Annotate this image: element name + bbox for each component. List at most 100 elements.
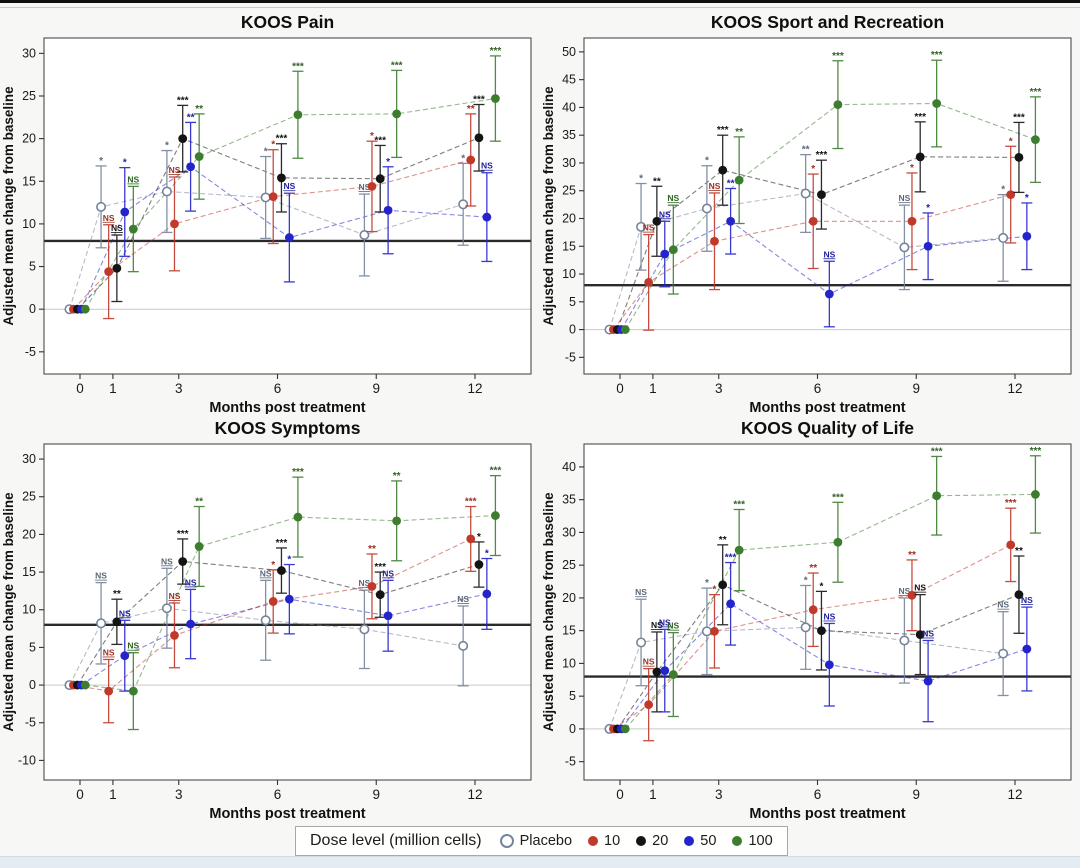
svg-text:***: *** (374, 562, 386, 573)
svg-text:12: 12 (467, 787, 482, 802)
legend-item-label: 10 (604, 833, 621, 849)
svg-text:NS: NS (119, 608, 131, 618)
bottom-strip (0, 856, 1080, 868)
legend-item-label: 50 (700, 833, 717, 849)
legend-item-20: 20 (636, 833, 668, 849)
svg-text:NS: NS (161, 556, 173, 566)
svg-text:NS: NS (667, 193, 679, 203)
svg-text:9: 9 (372, 787, 380, 802)
svg-text:***: *** (1005, 498, 1017, 509)
svg-text:NS: NS (651, 620, 663, 630)
svg-text:NS: NS (997, 600, 1009, 610)
svg-text:**: ** (719, 535, 727, 546)
svg-text:NS: NS (898, 586, 910, 596)
legend-item-label: 20 (652, 833, 669, 849)
svg-text:NS: NS (103, 647, 115, 657)
svg-text:NS: NS (457, 594, 469, 604)
svg-text:**: ** (1015, 546, 1023, 557)
svg-text:6: 6 (274, 787, 282, 802)
svg-text:-5: -5 (25, 716, 36, 730)
svg-text:*: * (639, 174, 643, 185)
svg-text:6: 6 (814, 381, 822, 396)
svg-text:NS: NS (709, 181, 721, 191)
svg-text:6: 6 (274, 381, 282, 396)
panel-koos-pain: * * * NS * NS NS * * ** NS *** *** *** *** * ** NS * NS NS **… (0, 8, 540, 414)
svg-text:NS: NS (481, 161, 493, 171)
svg-text:3: 3 (175, 381, 183, 396)
svg-text:3: 3 (715, 381, 723, 396)
svg-text:*: * (123, 158, 127, 169)
svg-text:0: 0 (29, 302, 36, 316)
svg-text:NS: NS (127, 174, 139, 184)
svg-text:12: 12 (1007, 787, 1022, 802)
svg-text:***: *** (931, 50, 943, 61)
svg-text:***: *** (931, 446, 943, 457)
svg-text:KOOS Pain: KOOS Pain (241, 12, 334, 32)
svg-text:Adjusted mean change from base: Adjusted mean change from baseline (1, 86, 16, 326)
svg-text:12: 12 (1007, 381, 1022, 396)
svg-text:9: 9 (372, 381, 380, 396)
svg-text:**: ** (195, 497, 203, 508)
svg-text:NS: NS (169, 165, 181, 175)
svg-text:5: 5 (29, 640, 36, 654)
svg-text:*: * (386, 157, 390, 168)
svg-text:*: * (910, 163, 914, 174)
svg-text:-5: -5 (565, 350, 576, 364)
svg-text:NS: NS (659, 209, 671, 219)
svg-text:**: ** (802, 145, 810, 156)
svg-text:NS: NS (358, 578, 370, 588)
svg-text:20: 20 (22, 527, 36, 541)
panel-koos-quality-of-life: NS * * NS NS NS * ** ** *** NS ** * NS ** NS *** NS NS NS NS… (540, 414, 1080, 820)
svg-text:*: * (811, 164, 815, 175)
svg-text:9: 9 (912, 787, 920, 802)
svg-text:NS: NS (635, 587, 647, 597)
svg-text:1: 1 (109, 787, 117, 802)
svg-text:***: *** (490, 466, 502, 477)
svg-text:***: *** (717, 125, 729, 136)
svg-text:***: *** (914, 112, 926, 123)
svg-text:10: 10 (22, 603, 36, 617)
svg-text:0: 0 (616, 381, 624, 396)
legend-item-10: 10 (588, 833, 620, 849)
svg-text:NS: NS (823, 611, 835, 621)
dose-20-marker-icon (636, 836, 647, 846)
svg-text:NS: NS (659, 617, 671, 627)
panel-koos-symptoms: NS NS NS NS NS NS NS * ** *** ** *** *** *** * NS NS * NS *… (0, 414, 540, 820)
svg-text:3: 3 (715, 787, 723, 802)
svg-text:NS: NS (103, 213, 115, 223)
svg-text:*: * (165, 141, 169, 152)
svg-text:45: 45 (562, 73, 576, 87)
svg-text:25: 25 (22, 89, 36, 103)
svg-text:***: *** (1030, 87, 1042, 98)
svg-text:**: ** (727, 179, 735, 190)
svg-text:NS: NS (667, 621, 679, 631)
svg-text:**: ** (187, 112, 195, 123)
svg-text:***: *** (292, 61, 304, 72)
legend-item-50: 50 (684, 833, 716, 849)
svg-text:Months post treatment: Months post treatment (749, 400, 905, 414)
svg-text:*: * (1025, 193, 1029, 204)
svg-text:10: 10 (562, 656, 576, 670)
svg-text:*: * (804, 575, 808, 586)
svg-text:*: * (370, 131, 374, 142)
svg-text:0: 0 (569, 323, 576, 337)
placebo-marker-icon (499, 834, 514, 848)
svg-text:*: * (264, 147, 268, 158)
svg-text:***: *** (473, 95, 485, 106)
svg-text:*: * (1009, 136, 1013, 147)
legend-items: Placebo 10 20 50 100 (499, 833, 773, 849)
svg-text:***: *** (465, 497, 477, 508)
svg-text:*: * (461, 153, 465, 164)
svg-text:*: * (705, 578, 709, 589)
legend-item-100: 100 (732, 833, 773, 849)
svg-text:10: 10 (562, 267, 576, 281)
svg-text:3: 3 (175, 787, 183, 802)
dose-level-legend: Dose level (million cells) Placebo 10 20… (295, 826, 788, 856)
svg-text:*: * (271, 560, 275, 571)
svg-text:-5: -5 (565, 755, 576, 769)
svg-text:12: 12 (467, 381, 482, 396)
svg-text:30: 30 (22, 46, 36, 60)
svg-text:*: * (477, 532, 481, 543)
svg-text:20: 20 (22, 132, 36, 146)
